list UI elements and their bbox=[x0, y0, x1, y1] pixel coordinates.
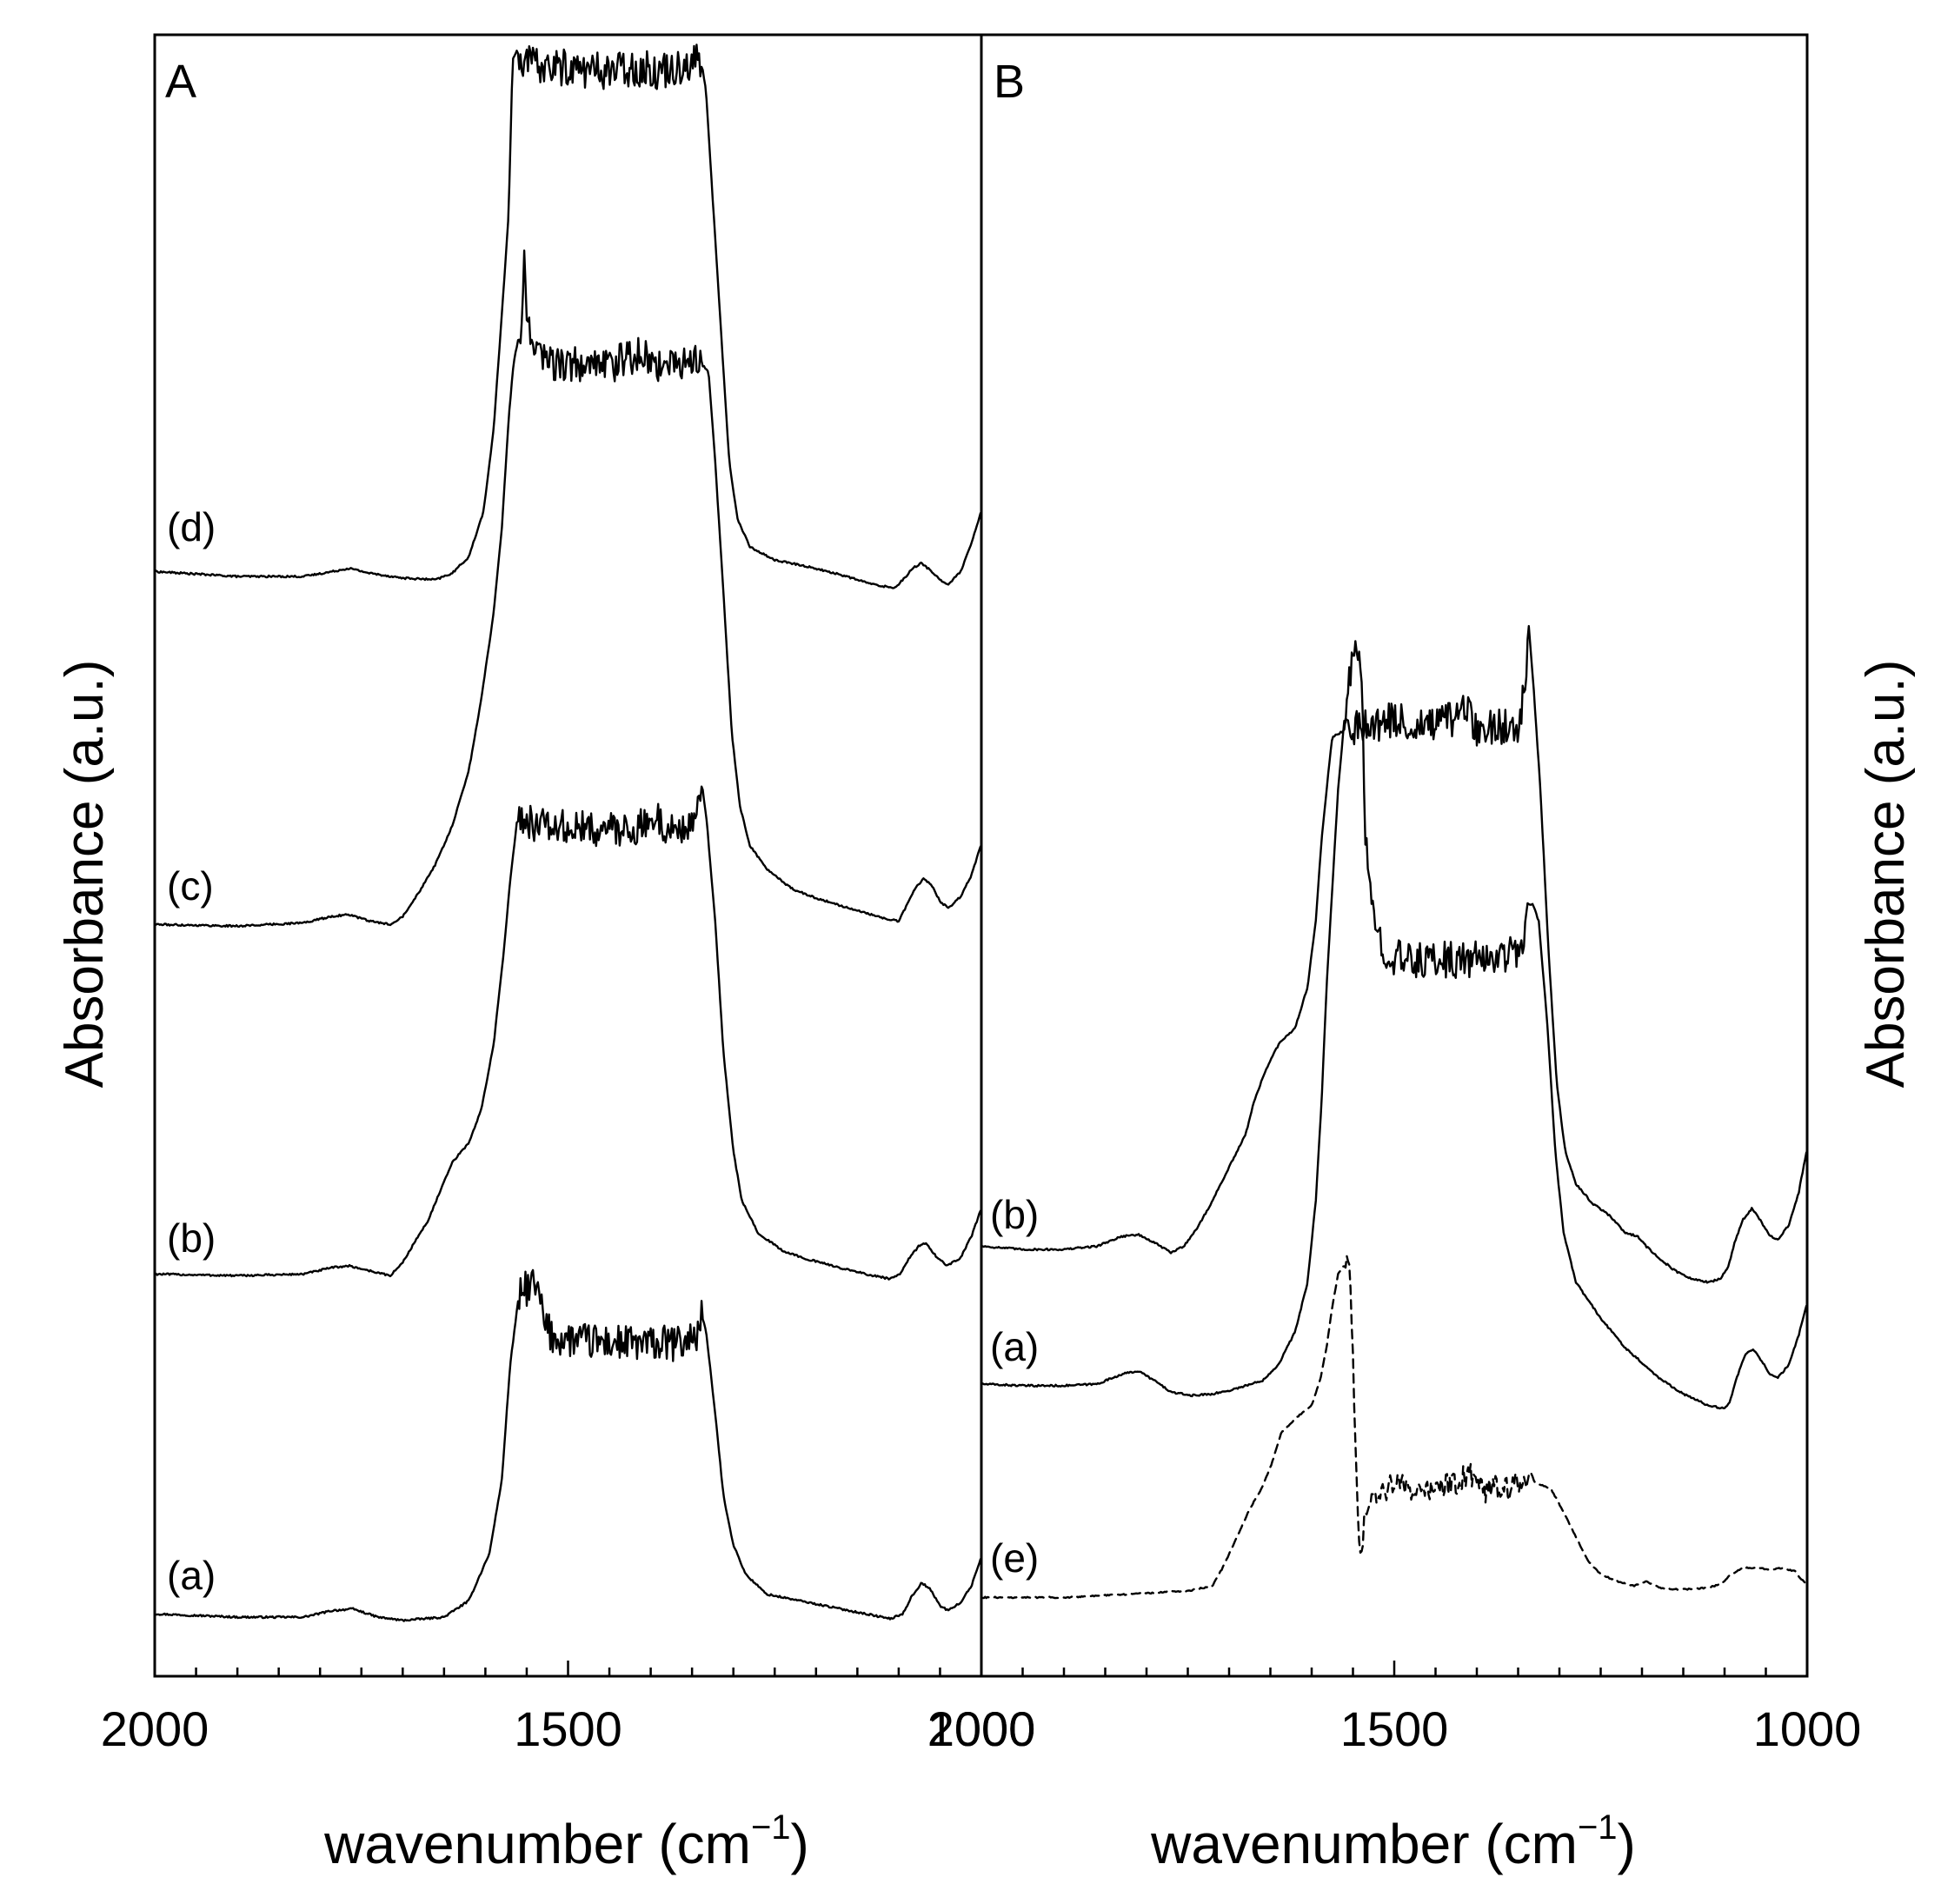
series-label-b: (b) bbox=[990, 1192, 1039, 1237]
spectrum-trace-d bbox=[153, 43, 982, 589]
panel-a-tick-labels: 2000 1500 1000 bbox=[101, 1701, 1036, 1756]
series-label-a: (a) bbox=[167, 1553, 216, 1598]
panel-a-x-axis-title-close: ) bbox=[791, 1813, 809, 1875]
spectrum-trace-e bbox=[980, 1255, 1808, 1600]
panel-b-y-axis-title: Absorbance (a.u.) bbox=[1856, 660, 1916, 1088]
series-label-a: (a) bbox=[990, 1324, 1039, 1369]
series-label-e: (e) bbox=[990, 1535, 1039, 1581]
x-tick-label: 1000 bbox=[927, 1701, 1036, 1756]
panel-b-traces bbox=[980, 624, 1808, 1600]
panel-b-tick-labels: 2000 1500 1000 bbox=[927, 1701, 1862, 1756]
spectrum-trace-b bbox=[980, 624, 1808, 1284]
panel-b: B (b) (a) (e) 2000 1500 1000 wavenumber (cm−… bbox=[927, 56, 1916, 1875]
x-tick-label: 1500 bbox=[1340, 1701, 1449, 1756]
spectrum-trace-a bbox=[153, 1268, 982, 1622]
series-label-c: (c) bbox=[167, 863, 214, 909]
series-label-d: (d) bbox=[167, 504, 216, 549]
x-tick-label: 1500 bbox=[514, 1701, 622, 1756]
panel-b-label: B bbox=[994, 56, 1025, 108]
panel-a-x-ticks bbox=[153, 1661, 983, 1676]
panel-b-x-axis-title-main: wavenumber (cm bbox=[1150, 1813, 1578, 1875]
panel-a-x-axis-title-exponent: −1 bbox=[751, 1808, 791, 1847]
x-tick-label: 2000 bbox=[927, 1701, 1036, 1756]
panel-b-series-labels: (b) (a) (e) bbox=[990, 1192, 1039, 1581]
panel-a-series-labels: (a) (b) (c) (d) bbox=[167, 504, 216, 1598]
panel-a: A (a) (b) (c) (d) 2000 1500 1000 wavenumber (… bbox=[55, 43, 1036, 1875]
spectrum-trace-c bbox=[153, 250, 982, 929]
panel-a-x-axis-title-main: wavenumber (cm bbox=[323, 1813, 751, 1875]
panel-b-plot-frame bbox=[980, 33, 1809, 1678]
panel-b-x-axis-title: wavenumber (cm−1) bbox=[1150, 1808, 1636, 1875]
spectrum-trace-a bbox=[980, 640, 1808, 1410]
panel-a-x-axis-title: wavenumber (cm−1) bbox=[323, 1808, 809, 1875]
series-label-b: (b) bbox=[167, 1215, 216, 1261]
panel-b-x-axis-title-close: ) bbox=[1618, 1813, 1636, 1875]
panel-a-label: A bbox=[165, 56, 196, 108]
x-tick-label: 1000 bbox=[1753, 1701, 1862, 1756]
panel-a-y-axis-title: Absorbance (a.u.) bbox=[55, 660, 115, 1088]
panel-a-traces bbox=[153, 43, 982, 1622]
spectrum-trace-b bbox=[153, 785, 982, 1281]
panel-b-x-axis-title-exponent: −1 bbox=[1578, 1808, 1618, 1847]
x-tick-label: 2000 bbox=[101, 1701, 209, 1756]
